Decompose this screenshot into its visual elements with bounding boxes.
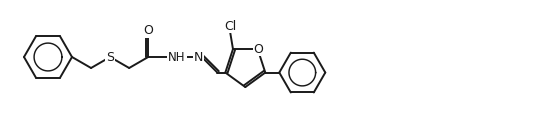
Text: N: N [194, 51, 204, 64]
Text: O: O [253, 42, 264, 55]
Text: S: S [106, 51, 114, 64]
Text: Cl: Cl [224, 19, 236, 32]
Text: NH: NH [168, 51, 186, 64]
Text: O: O [143, 24, 153, 37]
